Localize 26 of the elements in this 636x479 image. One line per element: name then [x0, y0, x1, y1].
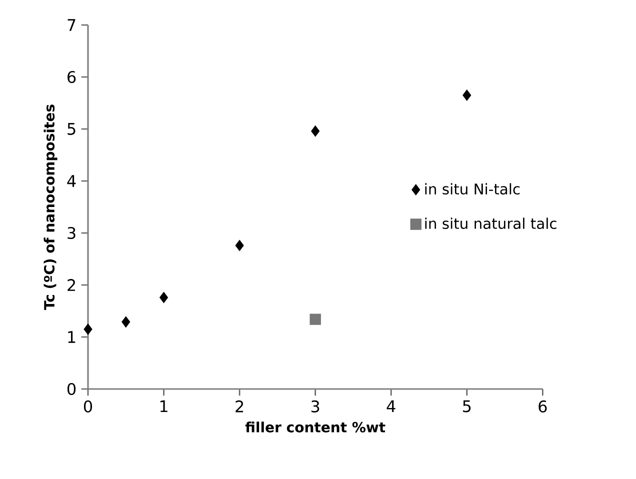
y-tick-label: 0: [67, 382, 76, 396]
y-tick-label: 6: [68, 70, 76, 84]
y-axis-title: Tc (ºC) of nanocomposites: [44, 104, 58, 310]
y-tick-label: 5: [68, 123, 76, 135]
x-tick-label: 4: [386, 400, 396, 412]
y-tick-label: 3: [68, 226, 76, 240]
point: [462, 90, 472, 101]
x-tick-label: 1: [160, 400, 168, 412]
point: [122, 316, 130, 328]
y-tick-label: 4: [67, 175, 76, 187]
x-axis-title: filler content %wt: [245, 422, 386, 432]
y-tick-label: 1: [68, 331, 76, 343]
y-tick-label: 2: [68, 279, 76, 291]
point: [235, 240, 244, 252]
x-tick-label: 3: [311, 400, 320, 412]
x-tick-label: 2: [236, 400, 244, 412]
point: [310, 314, 321, 325]
x-tick-label: 0: [84, 400, 92, 412]
x-tick-label: 5: [463, 400, 471, 412]
legend-label: in situ Ni-talc: [425, 183, 520, 195]
point: [311, 125, 320, 137]
point: [84, 324, 92, 335]
legend-label: in situ natural talc: [425, 218, 556, 230]
y-tick-label: 7: [68, 19, 76, 31]
x-tick-label: 6: [538, 400, 547, 412]
point: [160, 292, 168, 304]
